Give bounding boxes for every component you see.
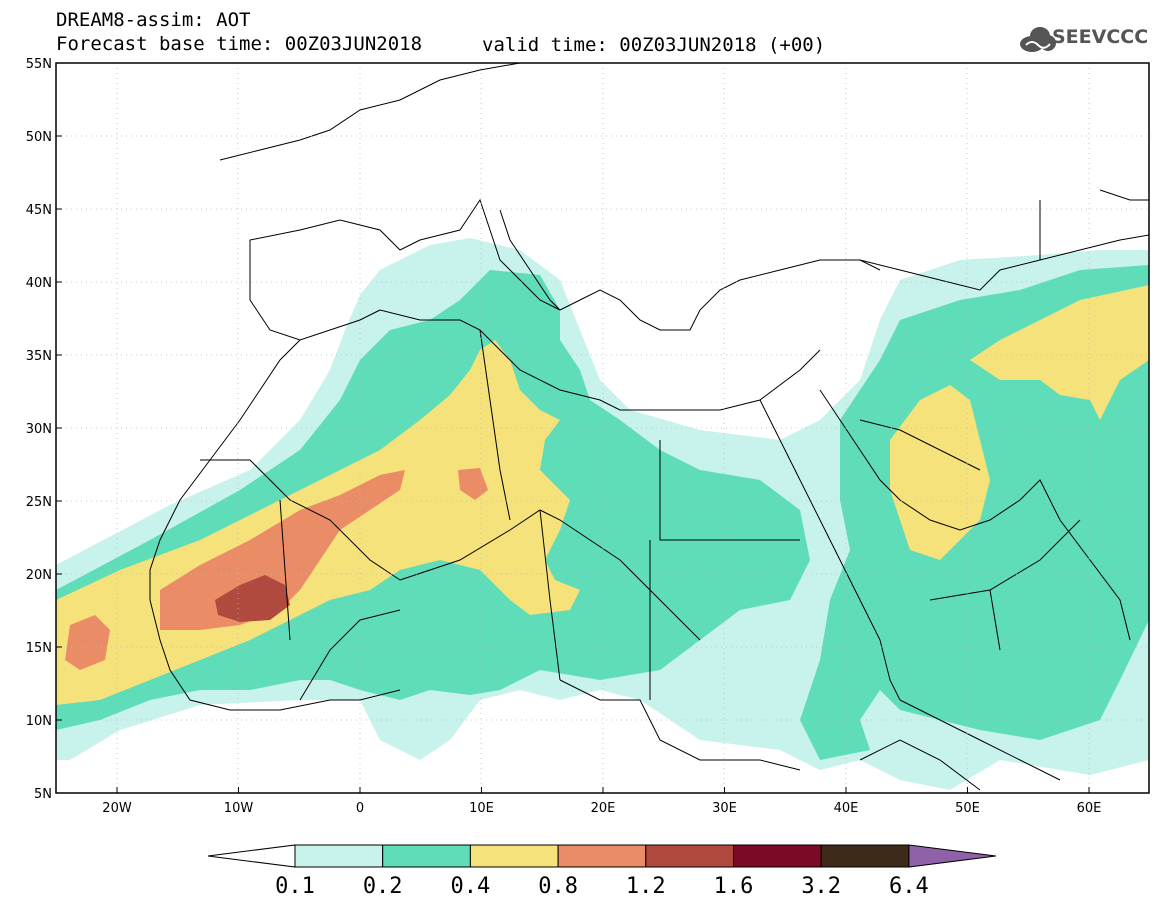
gridlines bbox=[56, 63, 1149, 793]
cloud-icon bbox=[1020, 27, 1056, 52]
colorbar-label: 3.2 bbox=[801, 874, 841, 899]
lat-label: 35N bbox=[26, 349, 52, 364]
colorbar-swatch bbox=[645, 844, 734, 868]
coastlines bbox=[149, 63, 1149, 791]
lon-label: 20E bbox=[591, 801, 616, 816]
lat-label: 10N bbox=[26, 714, 52, 729]
lon-label: 30E bbox=[712, 801, 737, 816]
colorbar-label: 0.4 bbox=[451, 874, 491, 899]
lon-label: 40E bbox=[834, 801, 859, 816]
map-title: DREAM8-assim: AOT bbox=[56, 9, 251, 31]
aot-band-0.2 bbox=[56, 265, 1149, 760]
lon-label: 10E bbox=[469, 801, 494, 816]
longitude-labels: 20W 10W 0 10E 20E 30E 40E 50E 60E bbox=[102, 787, 1101, 816]
forecast-base-time: Forecast base time: 00Z03JUN2018 bbox=[56, 33, 423, 55]
colorbar-label: 0.2 bbox=[363, 874, 403, 899]
colorbar-label: 6.4 bbox=[889, 874, 929, 899]
lon-label: 50E bbox=[955, 801, 980, 816]
lat-label: 55N bbox=[26, 57, 52, 72]
lat-label: 5N bbox=[34, 787, 52, 802]
colorbar-under-triangle bbox=[207, 844, 296, 868]
aot-band-1.2 bbox=[215, 575, 290, 622]
lat-label: 30N bbox=[26, 422, 52, 437]
colorbar-swatch bbox=[733, 844, 822, 868]
colorbar-over-triangle bbox=[908, 844, 996, 868]
lon-label: 10W bbox=[224, 801, 254, 816]
colorbar-swatch bbox=[294, 844, 384, 868]
lon-label: 20W bbox=[102, 801, 132, 816]
lon-label: 0 bbox=[356, 801, 364, 816]
lat-label: 15N bbox=[26, 641, 52, 656]
colorbar-swatch bbox=[469, 844, 559, 868]
lat-label: 40N bbox=[26, 276, 52, 291]
colorbar-label: 0.8 bbox=[538, 874, 578, 899]
aot-band-0.8 bbox=[65, 468, 488, 670]
lat-label: 20N bbox=[26, 568, 52, 583]
colorbar-swatch bbox=[557, 844, 647, 868]
colorbar-label: 1.6 bbox=[714, 874, 754, 899]
aot-band-0.4 bbox=[56, 285, 1149, 705]
colorbar-label: 1.2 bbox=[626, 874, 666, 899]
colorbar: 0.1 0.2 0.4 0.8 1.2 1.6 3.2 6.4 bbox=[207, 844, 996, 899]
lat-label: 50N bbox=[26, 130, 52, 145]
lat-label: 25N bbox=[26, 495, 52, 510]
valid-time: valid time: 00Z03JUN2018 (+00) bbox=[482, 34, 826, 56]
colorbar-swatch bbox=[820, 844, 910, 868]
lat-label: 45N bbox=[26, 203, 52, 218]
latitude-labels: 55N 50N 45N 40N 35N 30N 25N 20N 15N 10N 5N bbox=[26, 57, 62, 802]
lon-label: 60E bbox=[1077, 801, 1102, 816]
logo-text: SEEVCCC bbox=[1052, 26, 1149, 48]
seevccc-logo bbox=[1020, 27, 1056, 52]
colorbar-swatch bbox=[382, 844, 471, 868]
colorbar-label: 0.1 bbox=[275, 874, 315, 899]
